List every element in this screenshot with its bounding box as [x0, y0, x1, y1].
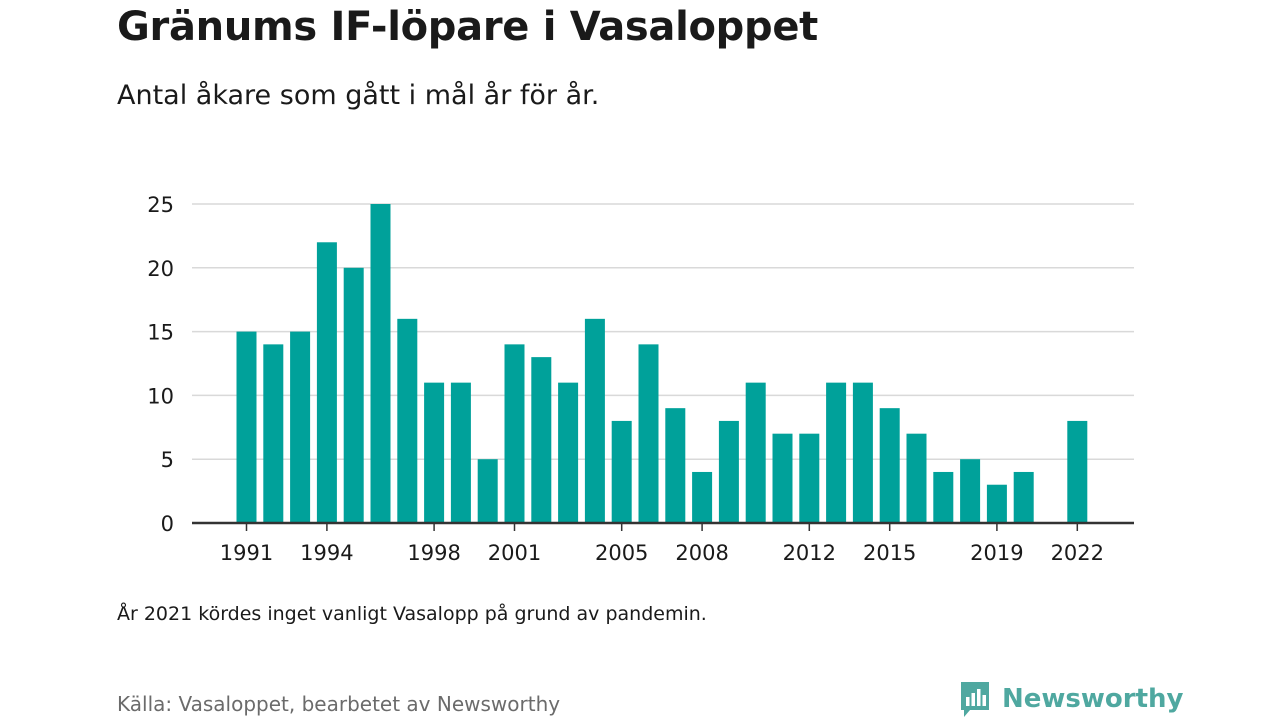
bar [316, 242, 337, 523]
x-tick-label: 2019 [970, 541, 1023, 565]
chart-subtitle: Antal åkare som gått i mål år för år. [117, 80, 600, 111]
brand-name: Newsworthy [1002, 684, 1184, 714]
x-tick-label: 1998 [407, 541, 460, 565]
bar [960, 459, 981, 523]
bar [638, 344, 659, 523]
bar [799, 433, 820, 523]
source-text: Källa: Vasaloppet, bearbetet av Newswort… [117, 692, 561, 716]
x-tick-label: 2001 [488, 541, 541, 565]
bar [906, 433, 927, 523]
bar [879, 408, 900, 523]
y-axis-ticks: 0 5 10 15 20 25 [147, 193, 174, 536]
bar [1013, 471, 1034, 523]
bar [450, 382, 471, 523]
bar [370, 204, 391, 523]
x-tick-label: 2022 [1051, 541, 1104, 565]
x-tick-label: 1994 [300, 541, 353, 565]
bar [504, 344, 525, 523]
x-tick-label: 2005 [595, 541, 648, 565]
bar [718, 420, 739, 523]
bar [1067, 420, 1088, 523]
bar [477, 459, 498, 523]
bar [772, 433, 793, 523]
bar [692, 471, 713, 523]
bar [826, 382, 847, 523]
bar [745, 382, 766, 523]
bar [665, 408, 686, 523]
bars [236, 204, 1088, 523]
y-tick-label: 5 [161, 448, 174, 472]
y-tick-label: 0 [161, 512, 174, 536]
bar [531, 357, 552, 523]
x-tick-label: 1991 [220, 541, 273, 565]
y-tick-label: 10 [147, 384, 174, 408]
y-tick-label: 20 [147, 257, 174, 281]
bar [852, 382, 873, 523]
x-tick-label: 2015 [863, 541, 916, 565]
bar [343, 267, 364, 523]
bar [424, 382, 445, 523]
x-tick-label: 2008 [675, 541, 728, 565]
x-tick-label: 2012 [783, 541, 836, 565]
bar [558, 382, 579, 523]
chart-title: Gränums IF-löpare i Vasaloppet [117, 4, 819, 50]
bar [236, 331, 257, 523]
bar [933, 471, 954, 523]
chart-note: År 2021 kördes inget vanligt Vasalopp på… [117, 603, 707, 625]
bar [290, 331, 311, 523]
brand-logo: Newsworthy [958, 680, 1183, 718]
bar [611, 420, 632, 523]
y-tick-label: 15 [147, 321, 174, 345]
x-axis-ticks: 1991 1994 1998 2001 2005 2008 2012 2015 2019 2022 [220, 523, 1104, 565]
bar [986, 484, 1007, 523]
bar [263, 344, 284, 523]
chart-speech-bubble-icon [961, 682, 989, 717]
bar-chart: 0 5 10 15 20 25 1991 1994 1998 2001 2005 2008 2012 2… [147, 193, 1134, 565]
bar [584, 318, 605, 523]
bar [397, 318, 418, 523]
y-tick-label: 25 [147, 193, 174, 217]
